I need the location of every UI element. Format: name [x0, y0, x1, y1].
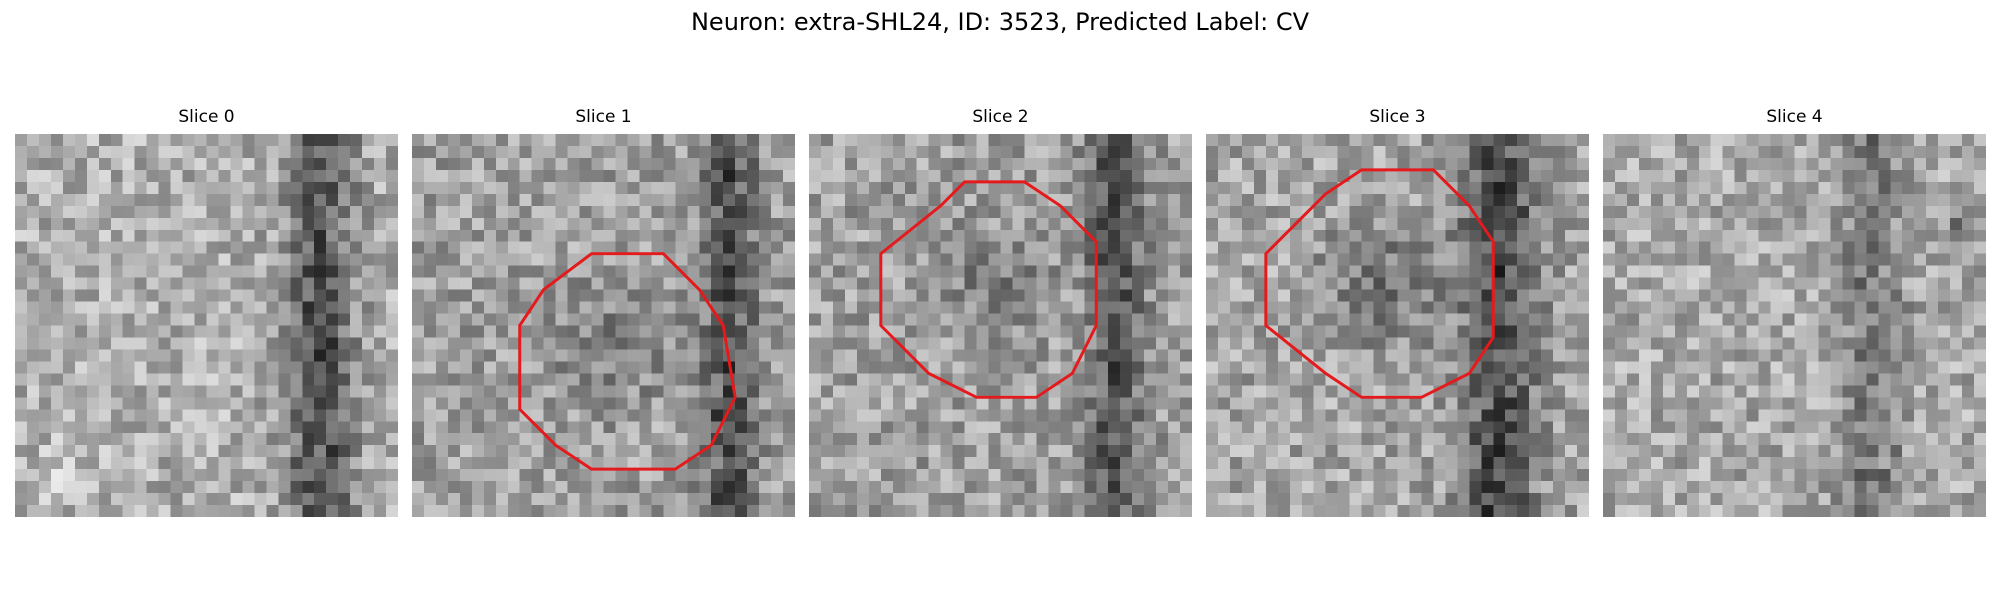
slice-title: Slice 1	[575, 107, 632, 127]
microscopy-image	[412, 134, 795, 517]
slice-title: Slice 3	[1369, 107, 1426, 127]
roi-contour	[1264, 168, 1495, 399]
microscopy-image	[1603, 134, 1986, 517]
microscopy-image	[809, 134, 1192, 517]
slice-title: Slice 2	[972, 107, 1029, 127]
slice-title: Slice 4	[1766, 107, 1823, 127]
roi-contour	[518, 252, 737, 471]
roi-contour	[879, 180, 1098, 399]
microscopy-image	[1206, 134, 1589, 517]
slice-title: Slice 0	[178, 107, 235, 127]
microscopy-image	[15, 134, 398, 517]
figure-title: Neuron: extra-SHL24, ID: 3523, Predicted…	[690, 8, 1310, 36]
